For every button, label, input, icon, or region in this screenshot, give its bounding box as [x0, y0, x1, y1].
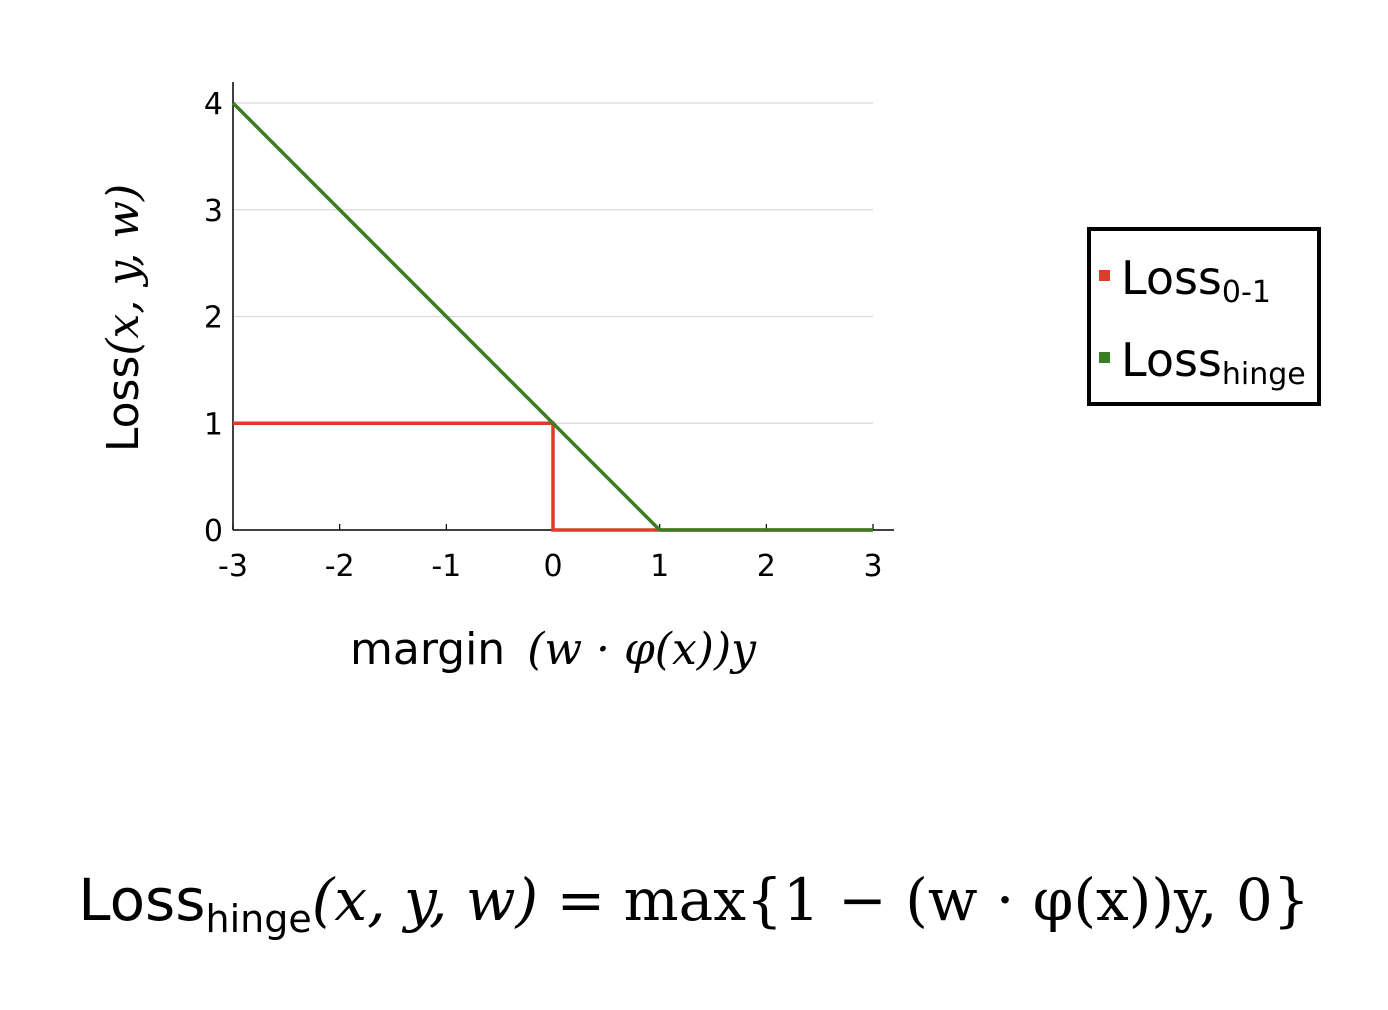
formula-rhs: = max{1 − (w · φ(x))y, 0} — [556, 866, 1310, 934]
x-axis-title-text: margin — [350, 624, 505, 675]
series-line-hinge — [231, 101, 873, 532]
legend-swatch-0-1 — [1099, 270, 1110, 281]
axes — [232, 82, 894, 531]
legend-label-hinge-name: Loss — [1121, 333, 1222, 387]
y-tick-label-0: 0 — [204, 514, 223, 549]
legend-swatch-hinge — [1099, 352, 1110, 363]
y-axis-title-text: Loss — [98, 356, 149, 453]
formula-args: (x, y, w) — [311, 866, 539, 934]
legend-box — [1087, 227, 1321, 406]
legend-label-hinge-sub: hinge — [1222, 357, 1306, 392]
x-tick-label--2: -2 — [325, 549, 355, 584]
y-tick-label-2: 2 — [204, 301, 223, 336]
y-tick-label-1: 1 — [204, 407, 223, 442]
x-tick-label-2: 2 — [757, 549, 776, 584]
grid-lines — [233, 102, 873, 424]
legend-label-0-1-name: Loss — [1121, 251, 1222, 305]
formula-lhs-sub: hinge — [205, 897, 312, 941]
svg-text:Loss(x, y, w): Loss(x, y, w) — [98, 184, 149, 452]
hinge-loss-formula: Losshinge(x, y, w) = max{1 − (w · φ(x))y… — [0, 866, 1388, 941]
y-axis-title-math: (x, y, w) — [98, 184, 149, 356]
legend: Loss0-1 Losshinge — [1087, 227, 1321, 406]
x-tick-label-0: 0 — [543, 549, 562, 584]
legend-label-hinge: Losshinge — [1121, 333, 1306, 392]
tick-labels: 0 1 2 3 4 -3 -2 -1 0 1 2 3 — [204, 87, 883, 584]
x-tick-label--1: -1 — [431, 549, 461, 584]
legend-label-0-1: Loss0-1 — [1121, 251, 1271, 310]
y-tick-label-3: 3 — [204, 194, 223, 229]
x-tick-label-3: 3 — [863, 549, 882, 584]
formula-lhs-word: Loss — [78, 866, 206, 934]
series-line-0-1 — [233, 421, 873, 532]
x-axis-title-math: (w · φ(x))y — [527, 624, 757, 675]
x-tick-label--3: -3 — [218, 549, 248, 584]
x-tick-label-1: 1 — [650, 549, 669, 584]
x-axis-title: margin (w · φ(x))y — [350, 624, 757, 675]
legend-label-0-1-sub: 0-1 — [1222, 275, 1271, 310]
series-lines — [231, 101, 873, 532]
y-tick-label-4: 4 — [204, 87, 223, 122]
y-axis-title: Loss(x, y, w) — [98, 184, 149, 452]
